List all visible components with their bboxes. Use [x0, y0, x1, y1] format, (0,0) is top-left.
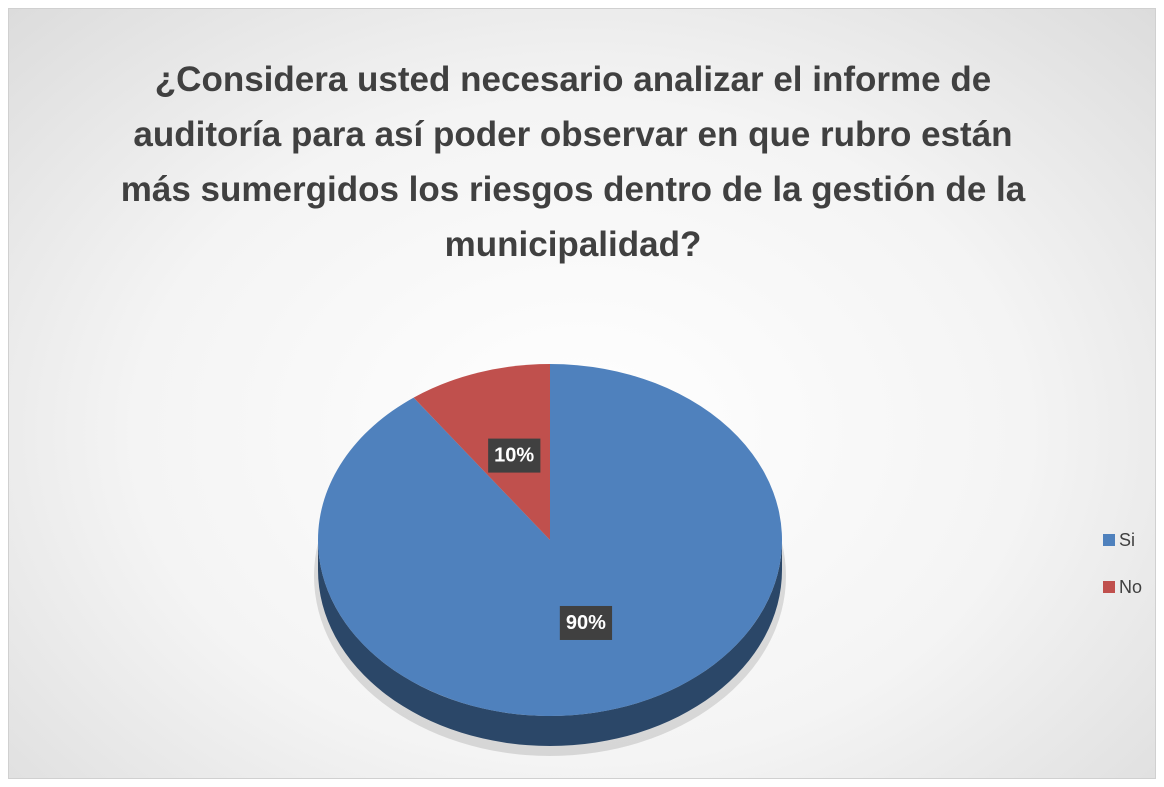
- legend-swatch: [1103, 581, 1115, 593]
- legend-label: Si: [1119, 530, 1135, 550]
- legend-label: No: [1119, 577, 1142, 597]
- chart-title: ¿Considera usted necesario analizar el i…: [120, 60, 1026, 264]
- data-label-box: [488, 438, 541, 473]
- slice: [317, 364, 782, 716]
- data-label-text: 90%: [566, 612, 606, 634]
- data-label: 10%: [488, 438, 541, 473]
- legend-swatch: [1103, 534, 1115, 546]
- data-label-box: [559, 605, 613, 640]
- data-label-text: 10%: [494, 445, 534, 467]
- data-label: 90%: [559, 605, 613, 640]
- slice: [413, 364, 550, 540]
- slice-side: [318, 540, 782, 746]
